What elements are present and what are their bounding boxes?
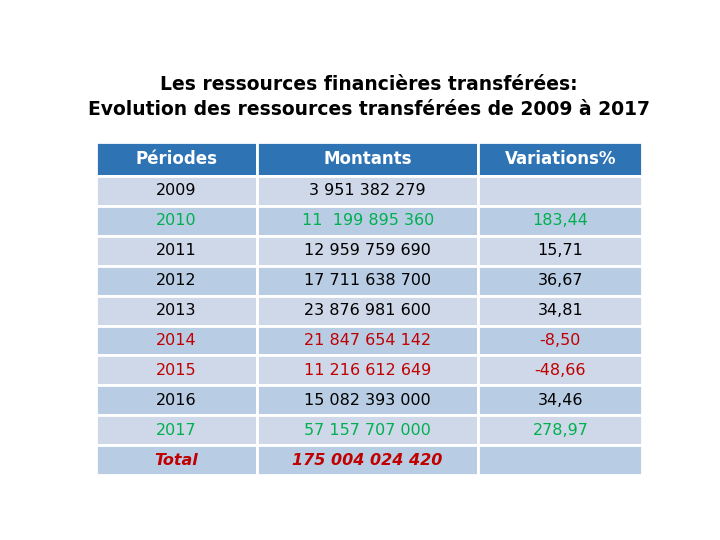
Bar (96, 415, 257, 445)
Bar (96, 295, 257, 326)
Text: 15 082 393 000: 15 082 393 000 (305, 393, 431, 408)
Text: 34,81: 34,81 (538, 303, 583, 318)
Bar (96, 266, 257, 295)
Bar (478, 141, 642, 176)
Text: 2016: 2016 (156, 393, 197, 408)
Bar (478, 176, 642, 206)
Bar (257, 295, 478, 326)
Text: 36,67: 36,67 (538, 273, 583, 288)
Text: 34,46: 34,46 (538, 393, 583, 408)
Text: -48,66: -48,66 (535, 363, 586, 378)
Bar (257, 206, 478, 235)
Bar (96, 235, 257, 266)
Text: 2011: 2011 (156, 243, 197, 258)
Text: Montants: Montants (323, 150, 412, 168)
Bar (96, 141, 257, 176)
Bar (478, 415, 642, 445)
Text: 21 847 654 142: 21 847 654 142 (304, 333, 431, 348)
Text: 2010: 2010 (156, 213, 197, 228)
Bar (257, 415, 478, 445)
Bar (257, 386, 478, 415)
Bar (257, 266, 478, 295)
Bar (257, 326, 478, 355)
Bar (478, 266, 642, 295)
Bar (257, 141, 478, 176)
Bar (96, 176, 257, 206)
Text: 15,71: 15,71 (537, 243, 583, 258)
Text: 278,97: 278,97 (533, 423, 588, 438)
Text: 12 959 759 690: 12 959 759 690 (304, 243, 431, 258)
Bar (257, 355, 478, 386)
Bar (96, 206, 257, 235)
Bar (96, 326, 257, 355)
Bar (257, 446, 478, 475)
Text: 17 711 638 700: 17 711 638 700 (304, 273, 431, 288)
Text: 2014: 2014 (156, 333, 197, 348)
Bar (96, 355, 257, 386)
Text: Total: Total (154, 453, 198, 468)
Text: 3 951 382 279: 3 951 382 279 (310, 183, 426, 198)
Bar (478, 355, 642, 386)
Text: 2009: 2009 (156, 183, 197, 198)
Bar (257, 176, 478, 206)
Bar (478, 235, 642, 266)
Text: Les ressources financières transférées:
Evolution des ressources transférées de : Les ressources financières transférées: … (88, 75, 650, 119)
Bar (478, 295, 642, 326)
Text: 2017: 2017 (156, 423, 197, 438)
Text: -8,50: -8,50 (540, 333, 581, 348)
Text: 2013: 2013 (156, 303, 197, 318)
Text: 183,44: 183,44 (533, 213, 588, 228)
Text: Périodes: Périodes (135, 150, 217, 168)
Bar (478, 326, 642, 355)
Text: 2012: 2012 (156, 273, 197, 288)
Text: 175 004 024 420: 175 004 024 420 (292, 453, 443, 468)
Bar (96, 386, 257, 415)
Text: 23 876 981 600: 23 876 981 600 (304, 303, 431, 318)
Bar (478, 386, 642, 415)
Text: 11  199 895 360: 11 199 895 360 (302, 213, 433, 228)
Text: 57 157 707 000: 57 157 707 000 (304, 423, 431, 438)
Bar (478, 206, 642, 235)
Bar (257, 235, 478, 266)
Bar (96, 446, 257, 475)
Text: 11 216 612 649: 11 216 612 649 (304, 363, 431, 378)
Bar (478, 446, 642, 475)
Text: 2015: 2015 (156, 363, 197, 378)
Text: Variations%: Variations% (505, 150, 616, 168)
